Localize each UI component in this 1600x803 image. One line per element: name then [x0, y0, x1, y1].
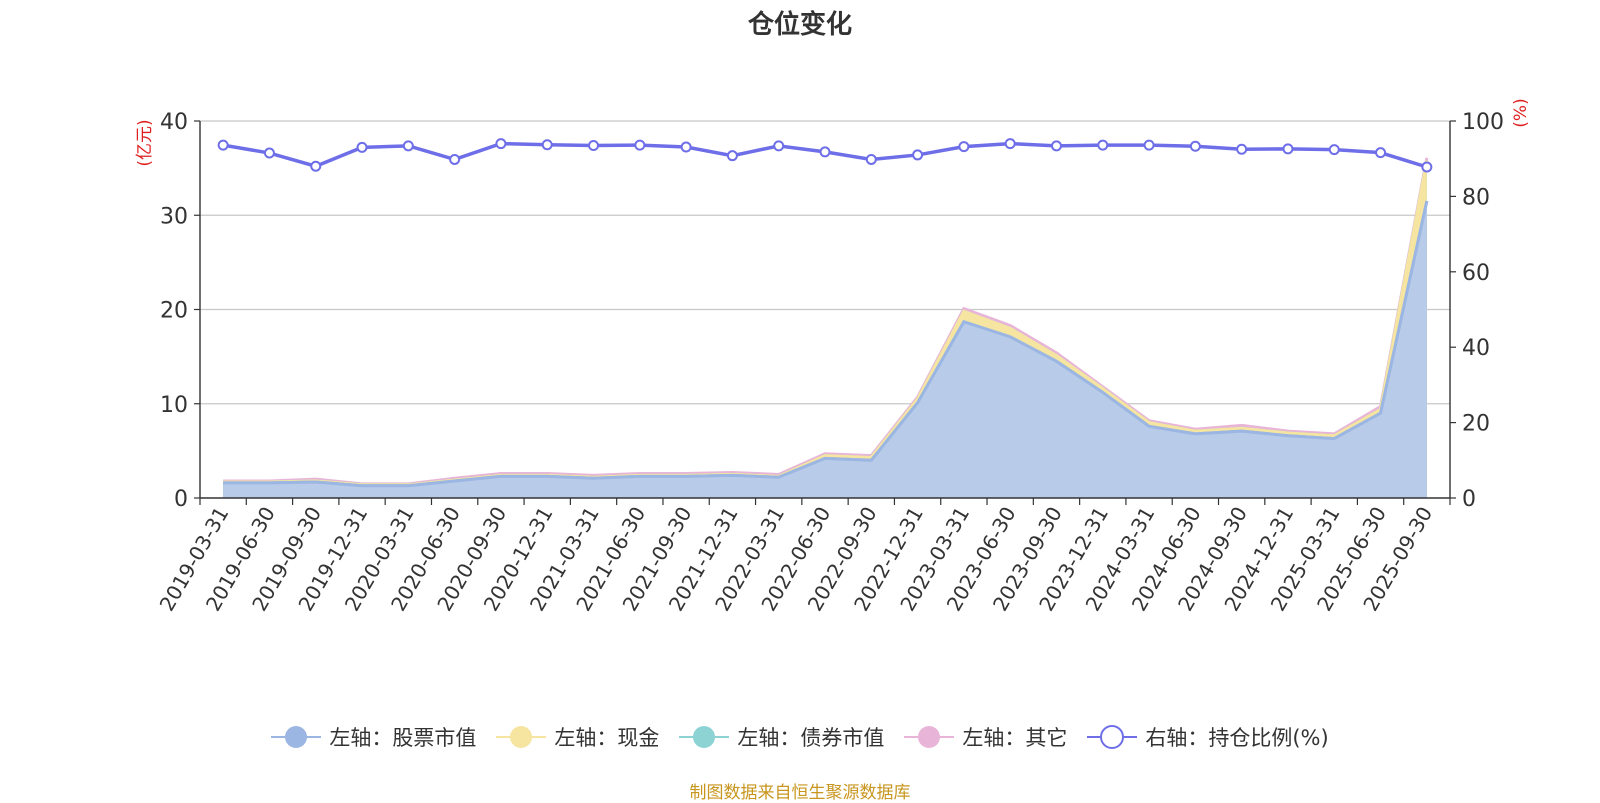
- holding-ratio-point: [1189, 140, 1201, 152]
- holding-ratio-point: [495, 138, 507, 150]
- right-axis-tick-label: 60: [1462, 261, 1490, 286]
- holding-ratio-point: [865, 153, 877, 165]
- holding-ratio-point: [1421, 161, 1433, 173]
- legend-marker-icon: [904, 726, 955, 748]
- holding-ratio-point: [1097, 139, 1109, 151]
- holding-ratio-point: [634, 139, 646, 151]
- holding-ratio-point: [217, 139, 229, 151]
- legend-marker-icon: [1087, 725, 1138, 749]
- right-axis-tick-label: 0: [1462, 487, 1476, 512]
- stacked-areas: [223, 157, 1429, 499]
- holding-ratio-point: [1282, 143, 1294, 155]
- legend-item[interactable]: 右轴：持仓比例(%): [1087, 722, 1329, 752]
- stock-value-area: [223, 201, 1427, 499]
- holding-ratio-point: [588, 140, 600, 152]
- holding-ratio-point: [449, 153, 461, 165]
- holding-ratio-point: [356, 141, 368, 153]
- legend: 左轴：股票市值 左轴：现金 左轴：债券市值 左轴：其它 右轴：持仓比例(%): [0, 722, 1600, 752]
- grid-lines: [200, 120, 1450, 405]
- holding-ratio-series: [217, 138, 1433, 173]
- right-axis-tick-label: 80: [1462, 185, 1490, 210]
- legend-item[interactable]: 左轴：债券市值: [679, 722, 884, 752]
- left-axis-tick-label: 10: [160, 393, 188, 418]
- holding-ratio-point: [819, 146, 831, 158]
- legend-item[interactable]: 左轴：股票市值: [271, 722, 476, 752]
- holding-ratio-point: [310, 160, 322, 172]
- left-axis-tick-label: 0: [174, 487, 188, 512]
- left-axis-tick-label: 30: [160, 204, 188, 229]
- holding-ratio-point: [773, 140, 785, 152]
- legend-item[interactable]: 左轴：其它: [904, 722, 1067, 752]
- chart-title: 仓位变化: [747, 10, 852, 40]
- legend-marker-icon: [679, 726, 730, 748]
- holding-ratio-point: [1375, 147, 1387, 159]
- holding-ratio-point: [263, 147, 275, 159]
- holding-ratio-point: [958, 141, 970, 153]
- holding-ratio-point: [1050, 140, 1062, 152]
- legend-marker-icon: [496, 726, 547, 748]
- right-axis-tick-label: 40: [1462, 336, 1490, 361]
- holding-ratio-point: [1236, 143, 1248, 155]
- holding-ratio-point: [402, 140, 414, 152]
- holding-ratio-point: [680, 141, 692, 153]
- holding-ratio-point: [1328, 144, 1340, 156]
- holding-ratio-point: [1004, 138, 1016, 150]
- right-axis-unit-label: (%): [1511, 98, 1531, 127]
- left-axis-unit-label: (亿元): [135, 119, 155, 166]
- legend-marker-icon: [271, 726, 322, 748]
- left-axis-tick-label: 40: [160, 110, 188, 135]
- legend-label: 左轴：债券市值: [737, 726, 885, 750]
- legend-label: 左轴：股票市值: [329, 726, 477, 750]
- data-source-note: 制图数据来自恒生聚源数据库: [689, 783, 911, 803]
- holding-ratio-point: [1143, 139, 1155, 151]
- legend-label: 左轴：其它: [962, 726, 1068, 750]
- right-axis-tick-label: 20: [1462, 412, 1490, 437]
- holding-ratio-point: [541, 139, 553, 151]
- left-axis-tick-label: 20: [160, 299, 188, 324]
- holding-ratio-point: [726, 150, 738, 162]
- legend-label: 左轴：现金: [554, 726, 660, 750]
- legend-item[interactable]: 左轴：现金: [496, 722, 659, 752]
- axes: 0102030400204060801002019-03-312019-06-3…: [155, 110, 1504, 615]
- holding-ratio-point: [912, 149, 924, 161]
- legend-label: 右轴：持仓比例(%): [1145, 726, 1329, 750]
- stock-value-edge: [223, 200, 1429, 488]
- right-axis-tick-label: 100: [1462, 110, 1504, 135]
